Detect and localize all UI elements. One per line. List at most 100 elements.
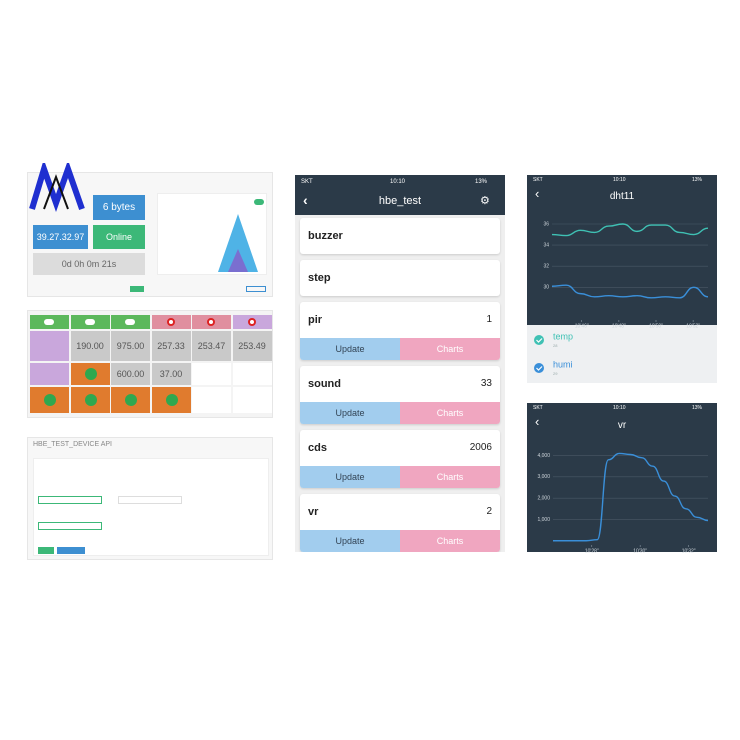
charts-button[interactable]: Charts [400,530,500,552]
icon [84,319,95,325]
item-value: 33 [480,378,492,389]
item-value: 2 [486,506,492,517]
tile-value: 190.00 [76,341,104,351]
icon [125,319,135,325]
tile-value: 257.33 [157,341,185,351]
icon [44,319,54,325]
tile [30,331,69,361]
button[interactable] [38,547,54,554]
phone-screen: SKT 10:10 13% ‹ hbe_test ⚙ buzzer step pir… [295,175,505,552]
stat-tile: Online [93,225,145,249]
icon [247,318,256,326]
tile: 975.00 [111,331,150,361]
tile [151,315,191,329]
status-dot [84,394,97,406]
item-name: pir [308,314,323,326]
status-dot [84,368,97,380]
item-name: buzzer [308,230,343,242]
stat-tile: 0d 0h 0m 21s [33,253,145,275]
settings-button[interactable]: ⚙ [480,195,490,207]
update-button[interactable]: Update [300,530,400,552]
battery: 13% [692,405,703,411]
x-tick-label: 10'28" [585,548,599,554]
input [38,496,102,504]
y-tick-label: 34 [543,242,549,248]
button[interactable] [57,547,85,554]
item-name: vr [308,506,319,518]
charts-button[interactable]: Charts [400,338,500,360]
list-item: vr 2 Update Charts [300,494,500,552]
icon [166,318,175,326]
tile: 600.00 [111,363,150,385]
tile-value: 253.49 [238,341,266,351]
status-dot [125,394,137,406]
list-item: pir 1 Update Charts [300,302,500,360]
list-item: cds 2006 Update Charts [300,430,500,488]
back-button[interactable]: ‹ [535,414,540,429]
y-tick-label: 2,000 [537,495,550,501]
legend-check [534,363,544,373]
item-value: 1 [486,314,492,325]
tile [70,363,110,385]
carrier: SKT [533,405,543,411]
tile [151,387,191,413]
update-button[interactable]: Update [300,402,400,424]
icon [207,318,215,326]
tile [232,387,272,413]
tile: 253.49 [232,331,272,361]
clock: 10:10 [613,405,626,411]
item-value: 2006 [469,442,492,453]
back-button[interactable]: ‹ [535,186,540,201]
update-button[interactable]: Update [300,466,400,488]
mini-chart-graphic [218,199,264,272]
x-tick-label: 10'32" [682,548,696,554]
tile [192,315,231,329]
y-tick-label: 30 [543,285,549,291]
carrier: SKT [533,177,543,183]
x-tick-label: 10'30" [633,548,647,554]
status-dot [44,394,56,406]
item-name: sound [308,378,341,390]
y-tick-label: 3,000 [537,474,550,480]
legend-panel [527,325,717,383]
back-button[interactable]: ‹ [303,192,308,208]
tile [30,363,69,385]
tile [111,315,150,329]
tile [70,387,110,413]
list-item: buzzer [300,218,500,254]
tile [232,363,272,385]
input [118,496,182,504]
stat-tile: 39.27.32.97 [33,225,88,249]
area [228,249,248,272]
y-tick-label: 4,000 [537,453,550,459]
input [38,522,102,530]
charts-button[interactable]: Charts [400,466,500,488]
item-name: step [308,272,331,284]
charts-button[interactable]: Charts [400,402,500,424]
chart-title: vr [617,420,627,431]
api-panel [33,458,269,556]
item-name: cds [308,442,327,454]
app-header [295,175,505,215]
area [218,214,258,272]
logo-mark [29,163,85,213]
tile [192,363,231,385]
tile [70,315,110,329]
tile [111,387,150,413]
list-item: step [300,260,500,296]
series-line [551,284,709,299]
status-dot [165,394,178,406]
api-title: HBE_TEST_DEVICE API [33,441,112,448]
legend-check [534,335,544,345]
mini-chart [157,193,267,275]
update-button[interactable]: Update [300,338,400,360]
stat-tile: 6 bytes [93,195,145,220]
x-tick-label: 10'50" [649,323,663,329]
tile: 190.00 [70,331,110,361]
tile-grid: 190.00 975.00 600.00 257.33 37.00 253.47 253.4… [27,310,273,418]
check-mark [536,366,543,371]
tile-value: 253.47 [197,341,226,351]
